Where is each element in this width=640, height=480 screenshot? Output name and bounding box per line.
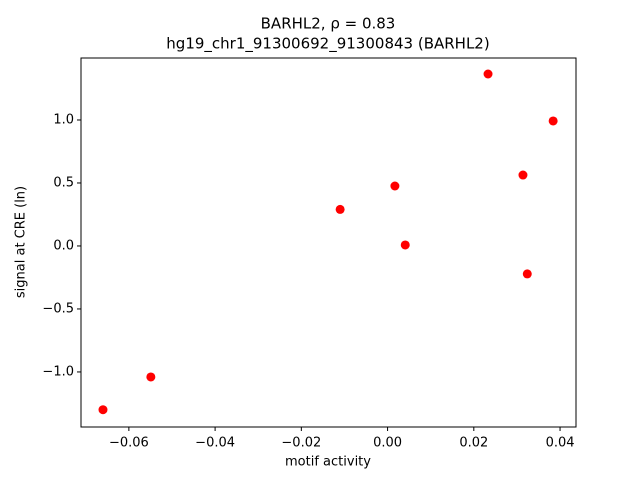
- x-tick-label: 0.02: [459, 436, 488, 451]
- chart-subtitle: hg19_chr1_91300692_91300843 (BARHL2): [166, 35, 489, 54]
- x-axis-label: motif activity: [285, 455, 371, 470]
- chart-title: BARHL2, ρ = 0.83: [261, 15, 396, 33]
- scatter-point: [335, 204, 345, 214]
- y-tick-label: 0.0: [53, 238, 74, 253]
- y-tick-label: −1.0: [42, 364, 74, 379]
- x-tick-label: 0.00: [373, 436, 402, 451]
- y-tick-label: −0.5: [42, 301, 74, 316]
- scatter-point: [390, 181, 400, 191]
- scatter-point: [400, 240, 410, 250]
- x-tick-label: 0.04: [546, 436, 575, 451]
- scatter-point: [483, 69, 493, 79]
- plot-frame: [80, 57, 577, 428]
- scatter-point: [146, 372, 156, 382]
- y-axis-label: signal at CRE (ln): [14, 186, 29, 298]
- scatter-point: [518, 170, 528, 180]
- scatter-point: [548, 116, 558, 126]
- scatter-point: [522, 269, 532, 279]
- x-tick-label: −0.02: [281, 436, 321, 451]
- x-tick-label: −0.04: [195, 436, 235, 451]
- y-tick-label: 1.0: [53, 112, 74, 127]
- x-tick-label: −0.06: [109, 436, 149, 451]
- scatter-point: [98, 405, 108, 415]
- y-tick-label: 0.5: [53, 175, 74, 190]
